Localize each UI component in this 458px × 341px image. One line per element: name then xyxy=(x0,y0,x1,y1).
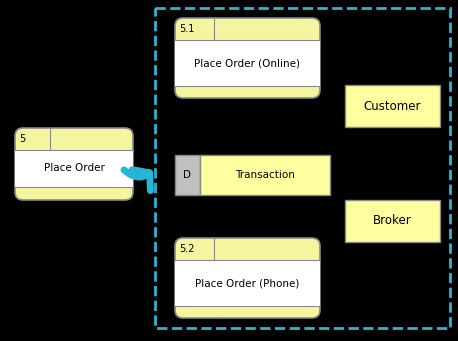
Bar xyxy=(345,85,440,127)
Bar xyxy=(175,155,200,195)
Bar xyxy=(155,8,450,328)
FancyBboxPatch shape xyxy=(175,18,320,98)
Text: Place Order (Online): Place Order (Online) xyxy=(195,58,300,68)
FancyBboxPatch shape xyxy=(15,128,133,200)
Text: 5.1: 5.1 xyxy=(179,24,194,34)
Text: Customer: Customer xyxy=(364,100,421,113)
Text: Transaction: Transaction xyxy=(235,170,295,180)
Text: Place Order (Phone): Place Order (Phone) xyxy=(195,278,300,288)
Bar xyxy=(200,155,330,195)
FancyBboxPatch shape xyxy=(175,238,320,318)
Bar xyxy=(345,200,440,242)
Text: Place Order: Place Order xyxy=(44,163,104,173)
Text: 5.2: 5.2 xyxy=(179,244,195,254)
Text: Broker: Broker xyxy=(373,214,412,227)
Bar xyxy=(15,150,133,187)
Text: 5: 5 xyxy=(19,134,25,144)
Text: D: D xyxy=(183,170,191,180)
FancyArrowPatch shape xyxy=(124,170,150,191)
Bar xyxy=(175,261,320,306)
Bar xyxy=(175,40,320,86)
